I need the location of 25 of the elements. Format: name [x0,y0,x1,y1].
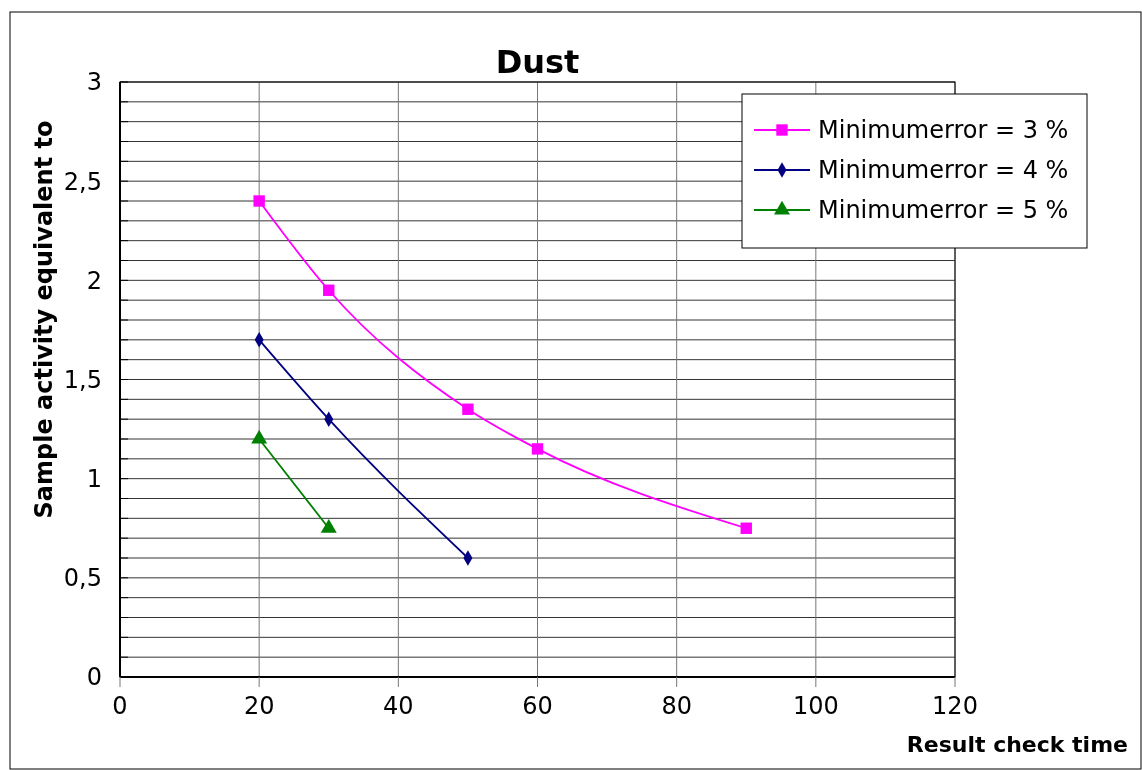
x-tick-label: 60 [522,692,553,720]
y-tick-label: 0,5 [63,564,102,593]
point [462,403,474,415]
x-tick-label: 100 [792,692,839,720]
x-tick-label: 80 [661,692,692,720]
y-axis-title: Sample activity equivalent to [30,120,58,519]
legend-label: Minimumerror = 4 % [818,156,1069,185]
y-tick-label: 2,5 [63,167,102,196]
y-tick-label: 2 [86,266,102,295]
y-tick-label: 3 [86,68,102,97]
y-tick-label: 1,5 [63,365,102,394]
x-axis-title: Result check time [906,732,1128,757]
legend-label: Minimumerror = 5 % [818,196,1069,225]
legend-label: Minimumerror = 3 % [818,116,1069,145]
y-tick-label: 0 [86,663,102,692]
point [323,284,335,296]
x-tick-label: 40 [383,692,414,720]
x-tick-label: 0 [112,692,128,720]
chart-title: Dust [495,43,580,81]
point [740,522,752,534]
y-tick-label: 1 [86,465,102,494]
point [253,195,265,207]
point [531,443,544,455]
x-tick-label: 120 [932,692,978,720]
x-tick-label: 20 [243,692,275,720]
